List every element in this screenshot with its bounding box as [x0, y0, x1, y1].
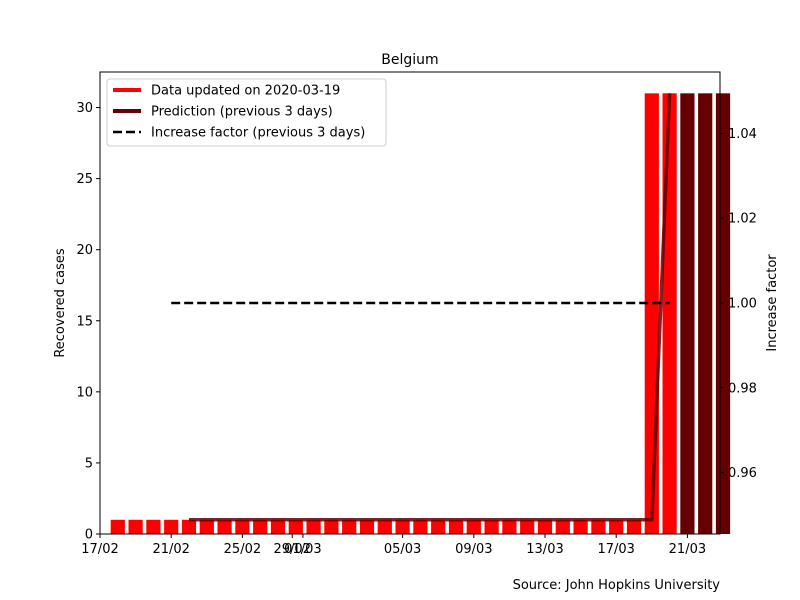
y-tick-label: 20 — [76, 243, 93, 258]
prediction-line — [189, 93, 672, 522]
data-bar — [146, 519, 161, 534]
x-tick-label: 17/02 — [81, 542, 118, 557]
data-bar — [164, 519, 179, 534]
data-bar — [537, 519, 553, 534]
y2-tick-label: 1.00 — [728, 297, 757, 312]
y-tick-label: 10 — [76, 385, 93, 400]
data-bar — [288, 519, 303, 534]
y-tick-label: 0 — [85, 528, 93, 543]
x-tick-label: 29/02 — [274, 542, 311, 557]
data-bar — [253, 519, 268, 534]
data-bar — [377, 519, 392, 534]
data-bar — [128, 519, 143, 534]
prediction-bar — [715, 93, 731, 535]
y-tick-label: 5 — [85, 456, 93, 471]
y2-axis-label: Increase factor — [765, 254, 780, 352]
prediction-bar — [680, 93, 695, 535]
y-tick-label: 15 — [76, 314, 93, 329]
data-bar — [324, 519, 339, 534]
legend: Data updated on 2020-03-19 Prediction (pr… — [106, 78, 387, 147]
source-note: Source: John Hopkins University — [512, 578, 720, 593]
data-bar — [217, 519, 232, 534]
data-bar — [110, 519, 125, 534]
y2-tick-label: 1.04 — [728, 127, 757, 142]
data-bar — [235, 519, 250, 534]
legend-label: Data updated on 2020-03-19 — [151, 84, 340, 99]
data-bar — [466, 519, 481, 534]
data-bar — [644, 93, 659, 535]
lines-layer — [171, 93, 672, 522]
legend-box — [106, 78, 387, 147]
y2-tick-label: 0.98 — [728, 381, 757, 396]
data-bar — [520, 519, 535, 534]
data-bar — [591, 519, 606, 534]
data-bar — [270, 519, 286, 534]
data-bar — [199, 519, 214, 534]
data-bar — [359, 519, 375, 534]
data-bar — [609, 519, 624, 534]
data-bar — [448, 519, 464, 534]
chart-title: Belgium — [381, 52, 438, 68]
data-bar — [662, 93, 677, 535]
x-tick-label: 17/03 — [597, 542, 634, 557]
y-axis-label: Recovered cases — [53, 248, 68, 358]
data-bar — [181, 519, 197, 534]
legend-label: Increase factor (previous 3 days) — [151, 126, 365, 141]
data-bar — [573, 519, 588, 534]
data-bar — [484, 519, 499, 534]
data-bar — [395, 519, 410, 534]
data-bar — [342, 519, 357, 534]
x-tick-label: 01/03 — [284, 542, 321, 557]
y-tick-label: 30 — [76, 101, 93, 116]
y2-tick-label: 1.02 — [728, 212, 757, 227]
x-tick-label: 05/03 — [384, 542, 421, 557]
x-tick-label: 21/03 — [669, 542, 706, 557]
x-tick-label: 09/03 — [455, 542, 492, 557]
x-tick-label: 25/02 — [224, 542, 261, 557]
data-bar — [413, 519, 428, 534]
y2-tick-label: 0.96 — [728, 466, 757, 481]
y-tick-label: 25 — [76, 172, 93, 187]
left-axis: 0 5 10 15 20 25 30 — [76, 101, 100, 543]
data-bar — [306, 519, 321, 534]
data-bar — [626, 519, 642, 534]
data-bar — [502, 519, 517, 534]
legend-label: Prediction (previous 3 days) — [151, 105, 333, 120]
x-tick-label: 21/02 — [152, 542, 189, 557]
right-axis: 0.96 0.98 1.00 1.02 1.04 — [720, 127, 757, 481]
data-bar — [555, 519, 570, 534]
data-bar — [431, 519, 446, 534]
prediction-bar — [698, 93, 713, 535]
bars-layer — [110, 93, 731, 535]
x-tick-label: 13/03 — [526, 542, 563, 557]
